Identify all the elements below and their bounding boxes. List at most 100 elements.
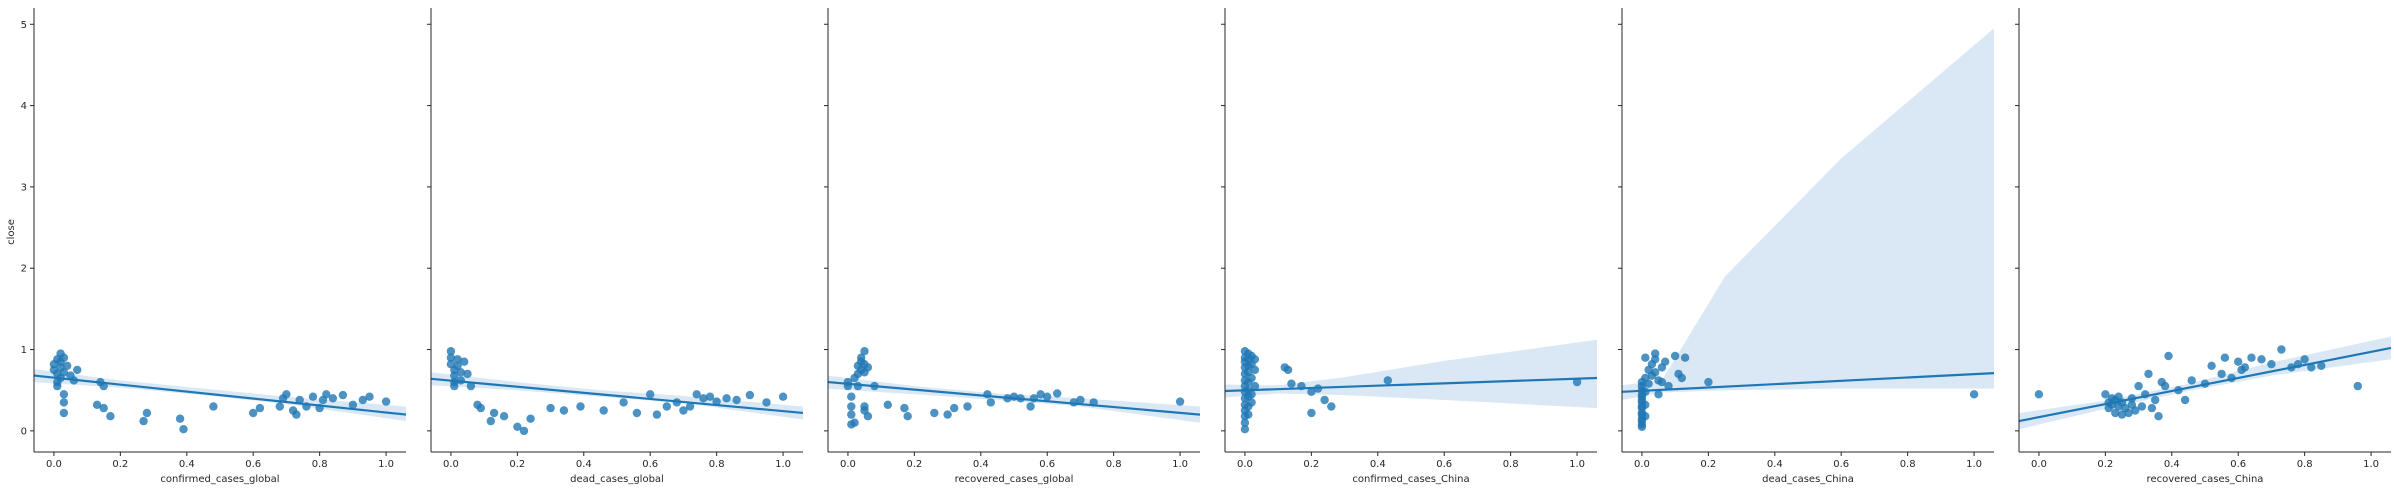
x-tick-label: 0.8 bbox=[312, 459, 328, 470]
data-point bbox=[453, 361, 462, 370]
chart-panels: 0.0 0.2 0.4 0.6 0.8 1.0 0 1 2 3 4 5 confirmed_cases_… bbox=[21, 8, 2392, 485]
data-point bbox=[1657, 377, 1667, 387]
regression-line bbox=[33, 374, 407, 416]
data-point bbox=[632, 408, 642, 418]
data-point bbox=[559, 406, 569, 415]
data-point bbox=[2144, 369, 2153, 379]
data-point bbox=[1287, 379, 1296, 388]
regression-line bbox=[2018, 346, 2392, 423]
x-axis-label: recovered_cases_China bbox=[2147, 474, 2264, 485]
data-point bbox=[850, 418, 859, 427]
data-point bbox=[453, 355, 462, 364]
x-tick-label: 0.2 bbox=[112, 459, 128, 470]
x-tick-label: 0.2 bbox=[1303, 459, 1319, 470]
data-point bbox=[930, 408, 939, 418]
data-point bbox=[292, 410, 301, 419]
data-point bbox=[1043, 392, 1052, 401]
data-point bbox=[712, 397, 721, 406]
x-tick-label: 1.0 bbox=[378, 459, 394, 470]
data-point bbox=[1250, 365, 1260, 375]
data-point bbox=[249, 408, 258, 418]
data-point bbox=[546, 403, 555, 413]
x-tick-label: 0.0 bbox=[46, 459, 62, 470]
x-tick-label: 0.4 bbox=[1370, 459, 1386, 470]
x-tick-label: 0.0 bbox=[1237, 459, 1253, 470]
data-point bbox=[1661, 357, 1670, 366]
y-tick-label: 3 bbox=[21, 182, 27, 193]
data-point bbox=[2257, 355, 2266, 364]
data-point bbox=[1036, 390, 1045, 399]
data-point bbox=[1704, 377, 1713, 387]
x-tick-label: 0.0 bbox=[2031, 459, 2047, 470]
data-point bbox=[2124, 408, 2133, 418]
data-point bbox=[2267, 360, 2276, 369]
data-point bbox=[2207, 361, 2216, 370]
data-point bbox=[745, 390, 755, 400]
data-point bbox=[59, 408, 69, 418]
data-point bbox=[679, 406, 688, 415]
data-point bbox=[1680, 353, 1690, 362]
data-point bbox=[1240, 418, 1250, 427]
data-point bbox=[275, 402, 284, 411]
data-point bbox=[499, 412, 509, 421]
x-axis-label: confirmed_cases_global bbox=[160, 474, 279, 485]
data-point bbox=[2247, 353, 2256, 362]
data-point bbox=[450, 371, 459, 380]
data-point bbox=[599, 406, 608, 415]
x-tick-label: 0.6 bbox=[1039, 459, 1055, 470]
x-tick-label: 0.8 bbox=[1106, 459, 1122, 470]
data-point bbox=[53, 381, 62, 391]
data-point bbox=[2317, 361, 2326, 370]
x-tick-label: 0.6 bbox=[1436, 459, 1452, 470]
data-point bbox=[2134, 381, 2143, 391]
data-point bbox=[476, 403, 485, 413]
data-point bbox=[519, 426, 529, 436]
data-point bbox=[662, 402, 671, 411]
y-tick-label: 4 bbox=[21, 101, 27, 112]
data-point bbox=[2147, 403, 2157, 413]
x-tick-label: 0.8 bbox=[709, 459, 725, 470]
data-point bbox=[175, 414, 185, 423]
panel-2: 0.0 0.2 0.4 0.6 0.8 1.0 dead_cases_global bbox=[427, 8, 804, 485]
data-point bbox=[986, 398, 995, 407]
data-point bbox=[328, 394, 338, 403]
panel-5: 0.0 0.2 0.4 0.6 0.8 1.0 dead_cases_China bbox=[1618, 8, 1995, 485]
data-point bbox=[2307, 363, 2316, 372]
data-point bbox=[1240, 425, 1250, 434]
x-axis-label: recovered_cases_global bbox=[955, 474, 1074, 485]
data-point bbox=[255, 403, 265, 413]
data-point bbox=[463, 369, 472, 379]
data-point bbox=[652, 410, 662, 419]
data-point bbox=[903, 412, 912, 421]
data-point bbox=[863, 363, 873, 372]
data-point bbox=[1026, 402, 1035, 411]
data-point bbox=[106, 412, 115, 421]
data-point bbox=[1651, 368, 1660, 377]
data-point bbox=[1677, 373, 1687, 383]
data-point bbox=[1641, 412, 1650, 421]
data-point bbox=[179, 425, 188, 434]
data-point bbox=[2187, 376, 2196, 385]
data-point bbox=[365, 392, 374, 401]
data-point bbox=[2217, 369, 2226, 379]
y-axis-label: close bbox=[6, 219, 17, 245]
data-point bbox=[59, 353, 69, 362]
data-point bbox=[466, 381, 476, 391]
data-point bbox=[1307, 408, 1316, 418]
data-point bbox=[348, 400, 358, 409]
x-tick-label: 0.2 bbox=[906, 459, 922, 470]
data-point bbox=[450, 381, 459, 391]
data-point bbox=[2240, 363, 2250, 372]
data-point bbox=[847, 410, 856, 419]
x-axis-label: confirmed_cases_China bbox=[1352, 474, 1469, 485]
data-point bbox=[2164, 351, 2173, 361]
data-point bbox=[513, 422, 522, 431]
data-point bbox=[732, 395, 741, 405]
data-point bbox=[2277, 345, 2286, 354]
data-point bbox=[73, 365, 82, 375]
data-point bbox=[1383, 376, 1393, 385]
data-point bbox=[646, 390, 655, 399]
panel-1: 0.0 0.2 0.4 0.6 0.8 1.0 0 1 2 3 4 5 confirmed_cases_… bbox=[21, 8, 407, 485]
data-point bbox=[1053, 389, 1062, 398]
